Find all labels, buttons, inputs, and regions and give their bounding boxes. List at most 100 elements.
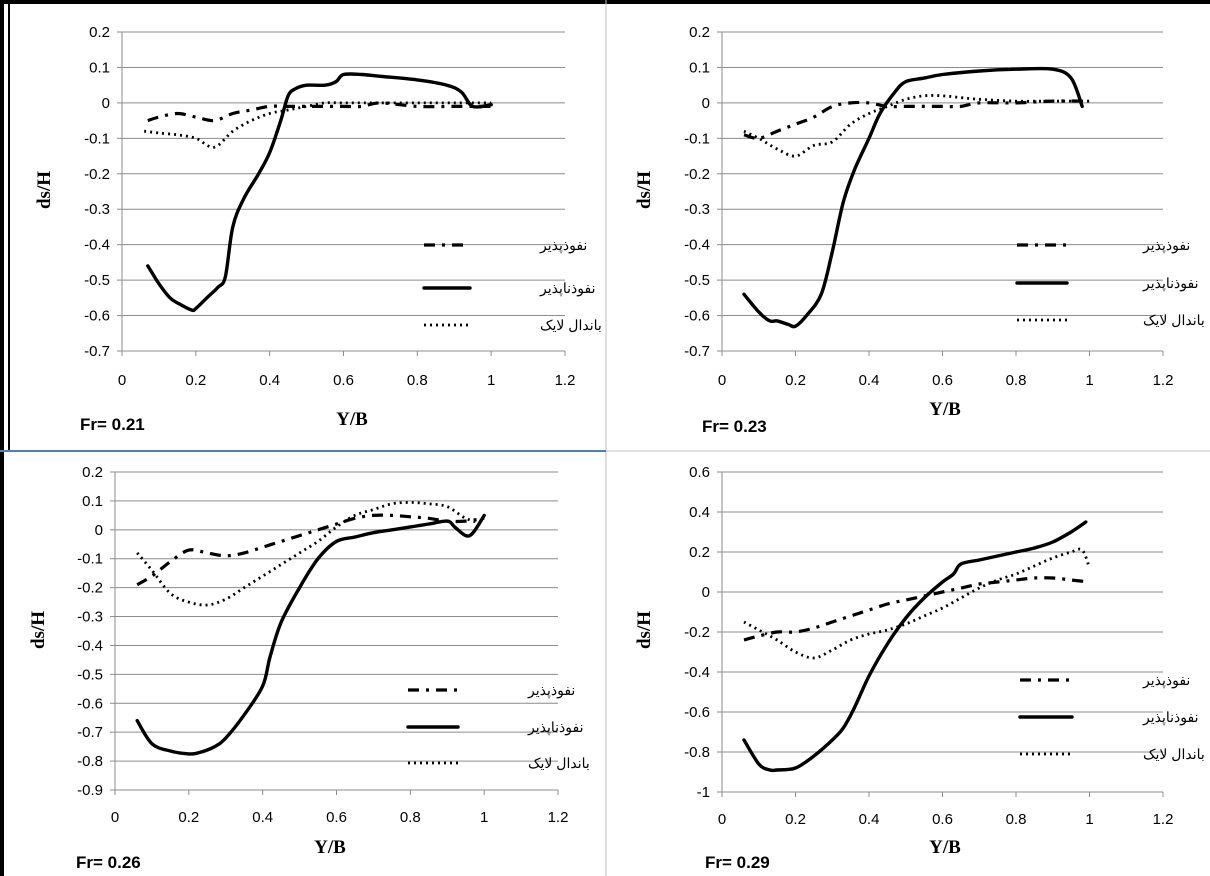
- y-tick-label: -0.6: [684, 308, 710, 325]
- y-tick-label: -1: [697, 784, 710, 801]
- y-tick-label: 0.2: [82, 464, 103, 481]
- y-tick-label: -0.7: [84, 343, 110, 360]
- x-tick-label: 1.2: [1153, 811, 1174, 828]
- froude-number-label: Fr= 0.23: [702, 417, 767, 436]
- x-tick-label: 0.6: [932, 811, 953, 828]
- y-tick-label: 0.2: [689, 544, 710, 561]
- x-tick-label: 0: [718, 811, 726, 828]
- y-tick-label: -0.7: [684, 343, 710, 360]
- y-tick-label: 0: [702, 95, 710, 112]
- x-tick-label: 0.4: [252, 809, 273, 826]
- y-tick-label: 0.4: [689, 504, 710, 521]
- froude-number-label: Fr= 0.29: [705, 853, 770, 872]
- legend-label: باندال لایک: [1143, 312, 1205, 328]
- x-axis-title: Y/B: [929, 399, 961, 420]
- x-tick-label: 0: [718, 372, 726, 389]
- y-tick-label: -0.3: [84, 201, 110, 218]
- y-tick-label: -0.3: [77, 609, 103, 626]
- y-tick-label: -0.6: [84, 308, 110, 325]
- series-line-solid: [135, 513, 486, 756]
- legend-label: نفوذناپذیر: [1142, 275, 1198, 292]
- x-tick-label: 0.8: [407, 372, 428, 389]
- x-tick-label: 0.4: [259, 372, 280, 389]
- x-tick-label: 1: [1085, 811, 1093, 828]
- y-tick-label: -0.8: [684, 744, 710, 761]
- chart-panel-fr-026: 0.2 0.1 0 -0.1 -0.2 -0.3 -0.4 -0.5 -0.6 -0.7 -0.8 -…: [28, 464, 590, 872]
- legend-label: نفوذپذیر: [539, 237, 587, 254]
- x-tick-label: 1.2: [555, 372, 576, 389]
- x-tick-label: 0.8: [1006, 372, 1027, 389]
- series-line-dashdot: [743, 99, 1090, 140]
- y-tick-label: -0.1: [684, 130, 710, 147]
- x-tick-label: 0: [118, 372, 126, 389]
- y-tick-label: -0.3: [684, 201, 710, 218]
- y-tick-label: 0.2: [689, 24, 710, 41]
- chart-panel-fr-029: 0.6 0.4 0.2 0 -0.2 -0.4 -0.6 -0.8 -1 0 0.2 0.4 0.6 0.…: [634, 464, 1205, 872]
- y-tick-label: -0.2: [684, 624, 710, 641]
- x-tick-label: 0.2: [785, 372, 806, 389]
- y-tick-label: 0: [102, 95, 110, 112]
- y-tick-label: -0.1: [84, 130, 110, 147]
- series-line-dashdot: [147, 101, 492, 123]
- x-tick-label: 1: [1085, 372, 1093, 389]
- froude-number-label: Fr= 0.21: [80, 415, 145, 434]
- x-tick-label: 0.4: [859, 811, 880, 828]
- x-axis-title: Y/B: [929, 837, 961, 858]
- x-tick-label: 0.8: [400, 809, 421, 826]
- x-tick-label: 0.2: [785, 811, 806, 828]
- y-tick-label: 0.1: [689, 59, 710, 76]
- x-tick-label: 0.8: [1006, 811, 1027, 828]
- y-tick-label: 0: [702, 584, 710, 601]
- y-tick-label: -0.4: [684, 664, 710, 681]
- x-tick-label: 1: [487, 372, 495, 389]
- chart-panel-fr-021: 0.2 0.1 0 -0.1 -0.2 -0.3 -0.4 -0.5 -0.6 -0.7 0 0.2 0…: [34, 24, 602, 434]
- froude-number-label: Fr= 0.26: [76, 853, 141, 872]
- x-tick-label: 0: [111, 809, 119, 826]
- x-tick-label: 1: [480, 809, 488, 826]
- series-line-solid: [742, 66, 1084, 329]
- y-tick-label: -0.1: [77, 551, 103, 568]
- y-tick-label: 0.1: [89, 59, 110, 76]
- y-tick-label: -0.9: [77, 782, 103, 799]
- chart-panel-fr-023: 0.2 0.1 0 -0.1 -0.2 -0.3 -0.4 -0.5 -0.6 -0.7 0 0.2 0…: [634, 24, 1205, 436]
- y-tick-label: -0.4: [84, 237, 110, 254]
- y-axis-title: ds/H: [28, 611, 49, 649]
- x-tick-label: 0.6: [333, 372, 354, 389]
- x-tick-label: 1.2: [1153, 372, 1174, 389]
- series-line-dotted: [144, 101, 492, 149]
- x-tick-label: 0.6: [932, 372, 953, 389]
- legend-label: باندال لایک: [528, 755, 590, 771]
- legend-label: نفوذپذیر: [527, 682, 575, 699]
- y-tick-label: -0.6: [77, 695, 103, 712]
- series-line-dashdot: [743, 576, 1090, 642]
- y-tick-label: -0.6: [684, 704, 710, 721]
- x-tick-label: 0.4: [859, 372, 880, 389]
- x-tick-label: 1.2: [548, 809, 569, 826]
- series-line-solid: [146, 72, 493, 313]
- y-axis-title: ds/H: [634, 611, 655, 649]
- legend-label: نفوذناپذیر: [527, 719, 583, 736]
- series-line-solid: [742, 520, 1088, 773]
- legend-label: نفوذناپذیر: [1142, 709, 1198, 726]
- y-axis-title: ds/H: [34, 171, 55, 209]
- legend-label: باندال لایک: [540, 317, 602, 333]
- y-tick-label: -0.4: [77, 637, 103, 654]
- y-axis-title: ds/H: [634, 171, 655, 209]
- y-tick-label: 0.2: [89, 24, 110, 41]
- x-tick-label: 0.6: [326, 809, 347, 826]
- legend-label: نفوذپذیر: [1142, 672, 1190, 689]
- y-tick-label: -0.5: [84, 272, 110, 289]
- x-axis-title: Y/B: [336, 409, 368, 430]
- x-axis-title: Y/B: [314, 837, 346, 858]
- y-tick-label: -0.5: [77, 666, 103, 683]
- x-tick-label: 0.2: [178, 809, 199, 826]
- y-tick-label: -0.2: [77, 580, 103, 597]
- y-tick-label: 0.6: [689, 464, 710, 481]
- y-tick-label: 0.1: [82, 493, 103, 510]
- legend-label: باندال لایک: [1143, 746, 1205, 762]
- y-tick-label: -0.8: [77, 753, 103, 770]
- y-tick-label: -0.7: [77, 724, 103, 741]
- legend-label: نفوذناپذیر: [539, 280, 595, 297]
- x-tick-label: 0.2: [185, 372, 206, 389]
